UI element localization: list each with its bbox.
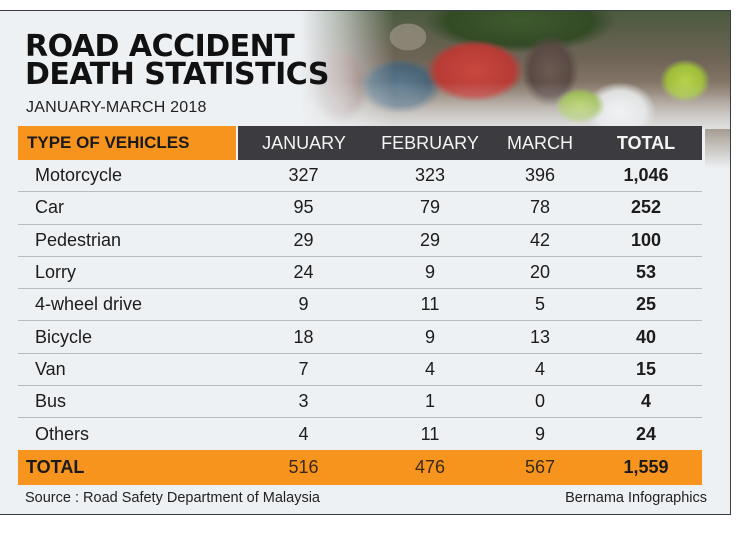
march-cell: 42 <box>490 224 590 257</box>
column-header-vehicle-type: TYPE OF VEHICLES <box>18 126 238 160</box>
march-cell: 5 <box>490 288 590 322</box>
january-total-cell: 516 <box>237 449 370 485</box>
infographic-frame: ROAD ACCIDENT DEATH STATISTICS JANUARY-M… <box>0 10 731 515</box>
january-cell: 18 <box>237 320 370 354</box>
vehicle-type-cell: Lorry <box>18 256 237 290</box>
title-line-2: DEATH STATISTICS <box>25 57 329 92</box>
vehicle-type-cell: Bus <box>18 385 237 419</box>
february-cell: 11 <box>370 288 490 322</box>
total-cell: 24 <box>635 423 657 444</box>
table-row: Pedestrian 29 29 42 100 <box>18 224 702 257</box>
table-row: Motorcycle 327 323 396 1,046 <box>18 160 702 193</box>
photo-edge <box>705 129 730 169</box>
vehicle-type-cell: Motorcycle <box>18 160 237 193</box>
total-cell: 40 <box>590 320 702 354</box>
january-cell: 3 <box>237 385 370 419</box>
table-row: Bus 3 1 0 4 <box>18 385 702 419</box>
january-cell: 4 <box>298 423 309 444</box>
grand-total-cell: 1,559 <box>590 449 702 485</box>
total-cell: 4 <box>590 385 702 419</box>
march-cell: 9 <box>534 423 545 444</box>
january-cell: 29 <box>237 224 370 257</box>
column-header-march: MARCH <box>490 126 590 160</box>
vehicle-type-cell: Others <box>35 423 90 444</box>
march-cell: 0 <box>490 385 590 419</box>
photo-fade-overlay <box>300 11 730 129</box>
total-cell: 252 <box>590 191 702 225</box>
january-cell: 327 <box>237 160 370 193</box>
table-row: 4-wheel drive 9 11 5 25 <box>18 288 702 322</box>
february-cell: 9 <box>370 256 490 290</box>
total-row-label: TOTAL <box>18 449 237 485</box>
total-cell: 53 <box>590 256 702 290</box>
march-cell: 20 <box>490 256 590 290</box>
table-header-row: TYPE OF VEHICLES JANUARY FEBRUARY MARCH … <box>18 126 702 160</box>
february-cell: 29 <box>370 224 490 257</box>
table-row: Lorry 24 9 20 53 <box>18 256 702 290</box>
total-row: TOTAL 516 476 567 1,559 <box>18 449 702 485</box>
page-title: ROAD ACCIDENT DEATH STATISTICS <box>25 32 329 92</box>
date-range-subtitle: JANUARY-MARCH 2018 <box>26 99 207 116</box>
column-header-total: TOTAL <box>590 126 702 160</box>
total-cell: 25 <box>590 288 702 322</box>
march-cell: 396 <box>490 160 590 193</box>
column-header-january: JANUARY <box>237 126 370 160</box>
vehicle-type-cell: Car <box>18 191 237 225</box>
title-line-1: ROAD ACCIDENT <box>25 29 295 64</box>
february-cell: 9 <box>370 320 490 354</box>
january-cell: 9 <box>237 288 370 322</box>
credit-note: Bernama Infographics <box>565 490 707 506</box>
total-cell: 100 <box>590 224 702 257</box>
total-cell: 15 <box>590 353 702 387</box>
table-row: Bicycle 18 9 13 40 <box>18 320 702 354</box>
vehicle-type-cell: Van <box>18 353 237 387</box>
vehicle-type-cell: 4-wheel drive <box>18 288 237 322</box>
march-cell: 4 <box>490 353 590 387</box>
vehicle-type-cell: Pedestrian <box>18 224 237 257</box>
march-cell: 13 <box>490 320 590 354</box>
february-total-cell: 476 <box>370 449 490 485</box>
total-cell: 1,046 <box>590 160 702 193</box>
february-cell: 11 <box>420 423 440 444</box>
march-cell: 78 <box>490 191 590 225</box>
january-cell: 24 <box>237 256 370 290</box>
january-cell: 95 <box>237 191 370 225</box>
table-row: Van 7 4 4 15 <box>18 353 702 387</box>
table-row: Car 95 79 78 252 <box>18 191 702 225</box>
february-cell: 79 <box>370 191 490 225</box>
column-header-february: FEBRUARY <box>370 126 490 160</box>
source-note: Source : Road Safety Department of Malay… <box>25 490 320 506</box>
february-cell: 4 <box>370 353 490 387</box>
february-cell: 1 <box>370 385 490 419</box>
march-total-cell: 567 <box>490 449 590 485</box>
february-cell: 323 <box>370 160 490 193</box>
death-statistics-table: TYPE OF VEHICLES JANUARY FEBRUARY MARCH … <box>18 126 702 485</box>
table-row: Others 4 11 9 24 <box>18 418 702 450</box>
vehicle-type-cell: Bicycle <box>18 320 237 354</box>
january-cell: 7 <box>237 353 370 387</box>
